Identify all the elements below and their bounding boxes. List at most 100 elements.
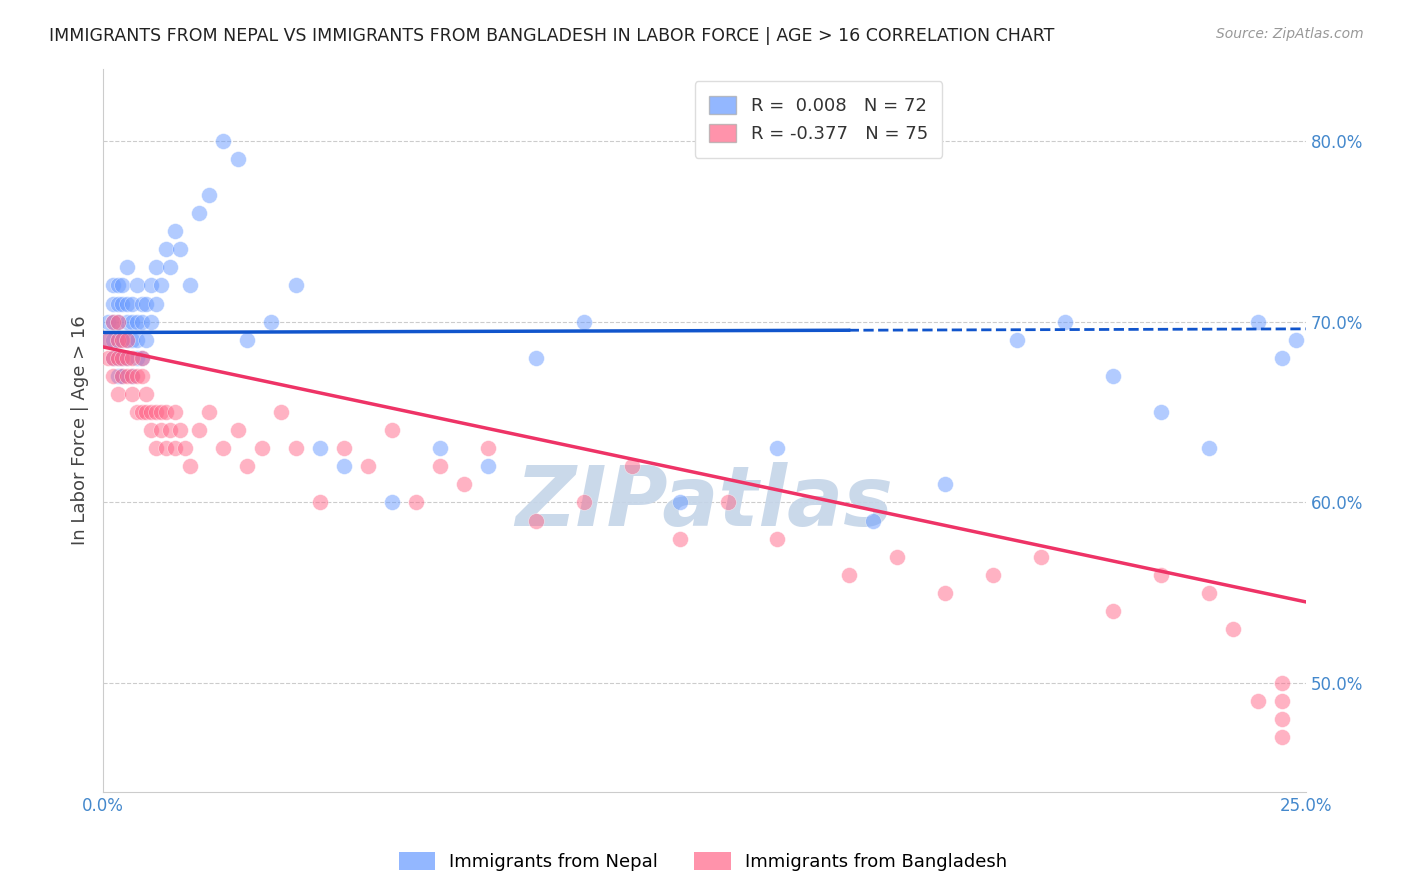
Point: [125, 368, 148, 383]
Point: [765, 532, 787, 546]
Point: [125, 405, 148, 419]
Point: [115, 315, 138, 329]
Point: [1271, 712, 1294, 726]
Point: [141, 278, 163, 293]
Point: [121, 315, 143, 329]
Point: [212, 134, 235, 148]
Point: [135, 333, 157, 347]
Point: [131, 351, 153, 365]
Text: ZIPatlas: ZIPatlas: [516, 462, 893, 543]
Point: [115, 333, 138, 347]
Point: [236, 333, 259, 347]
Point: [149, 278, 172, 293]
Point: [115, 351, 138, 365]
Point: [572, 315, 595, 329]
Point: [101, 351, 124, 365]
Point: [101, 278, 124, 293]
Point: [1222, 622, 1244, 636]
Point: [236, 459, 259, 474]
Point: [1150, 405, 1173, 419]
Point: [131, 351, 153, 365]
Y-axis label: In Labor Force | Age > 16: In Labor Force | Age > 16: [72, 315, 89, 545]
Point: [121, 368, 143, 383]
Point: [381, 495, 404, 509]
Point: [141, 315, 163, 329]
Point: [1246, 694, 1268, 708]
Point: [226, 152, 249, 166]
Point: [165, 224, 187, 238]
Point: [1054, 315, 1077, 329]
Point: [1285, 333, 1308, 347]
Point: [97, 333, 120, 347]
Point: [886, 549, 908, 564]
Point: [141, 405, 163, 419]
Text: Source: ZipAtlas.com: Source: ZipAtlas.com: [1216, 27, 1364, 41]
Point: [107, 315, 129, 329]
Point: [1150, 567, 1173, 582]
Point: [212, 441, 235, 455]
Point: [1246, 315, 1268, 329]
Point: [101, 351, 124, 365]
Point: [1102, 604, 1125, 618]
Point: [1271, 351, 1294, 365]
Point: [669, 532, 692, 546]
Legend: R =  0.008   N = 72, R = -0.377   N = 75: R = 0.008 N = 72, R = -0.377 N = 75: [695, 81, 942, 158]
Point: [524, 351, 547, 365]
Point: [381, 423, 404, 437]
Point: [308, 441, 330, 455]
Point: [125, 333, 148, 347]
Point: [149, 405, 172, 419]
Point: [121, 351, 143, 365]
Point: [405, 495, 427, 509]
Point: [107, 333, 129, 347]
Point: [250, 441, 273, 455]
Point: [121, 333, 143, 347]
Point: [669, 495, 692, 509]
Point: [107, 296, 129, 310]
Point: [115, 296, 138, 310]
Point: [111, 278, 134, 293]
Point: [765, 441, 787, 455]
Point: [111, 351, 134, 365]
Point: [169, 243, 191, 257]
Point: [107, 278, 129, 293]
Point: [429, 441, 451, 455]
Point: [125, 315, 148, 329]
Point: [332, 459, 354, 474]
Point: [1271, 731, 1294, 745]
Point: [145, 441, 167, 455]
Point: [111, 368, 134, 383]
Point: [115, 351, 138, 365]
Point: [131, 315, 153, 329]
Point: [131, 405, 153, 419]
Point: [101, 296, 124, 310]
Point: [155, 243, 177, 257]
Point: [131, 368, 153, 383]
Point: [111, 296, 134, 310]
Point: [121, 387, 143, 401]
Point: [111, 333, 134, 347]
Point: [107, 387, 129, 401]
Point: [1198, 586, 1220, 600]
Point: [453, 477, 475, 491]
Point: [862, 514, 884, 528]
Point: [111, 368, 134, 383]
Point: [1271, 694, 1294, 708]
Point: [524, 514, 547, 528]
Point: [165, 405, 187, 419]
Point: [101, 315, 124, 329]
Point: [101, 333, 124, 347]
Point: [270, 405, 292, 419]
Point: [135, 296, 157, 310]
Point: [284, 278, 307, 293]
Point: [107, 351, 129, 365]
Point: [107, 333, 129, 347]
Point: [107, 368, 129, 383]
Point: [477, 459, 499, 474]
Point: [121, 368, 143, 383]
Point: [188, 206, 211, 220]
Point: [1102, 368, 1125, 383]
Point: [477, 441, 499, 455]
Point: [838, 567, 860, 582]
Point: [572, 495, 595, 509]
